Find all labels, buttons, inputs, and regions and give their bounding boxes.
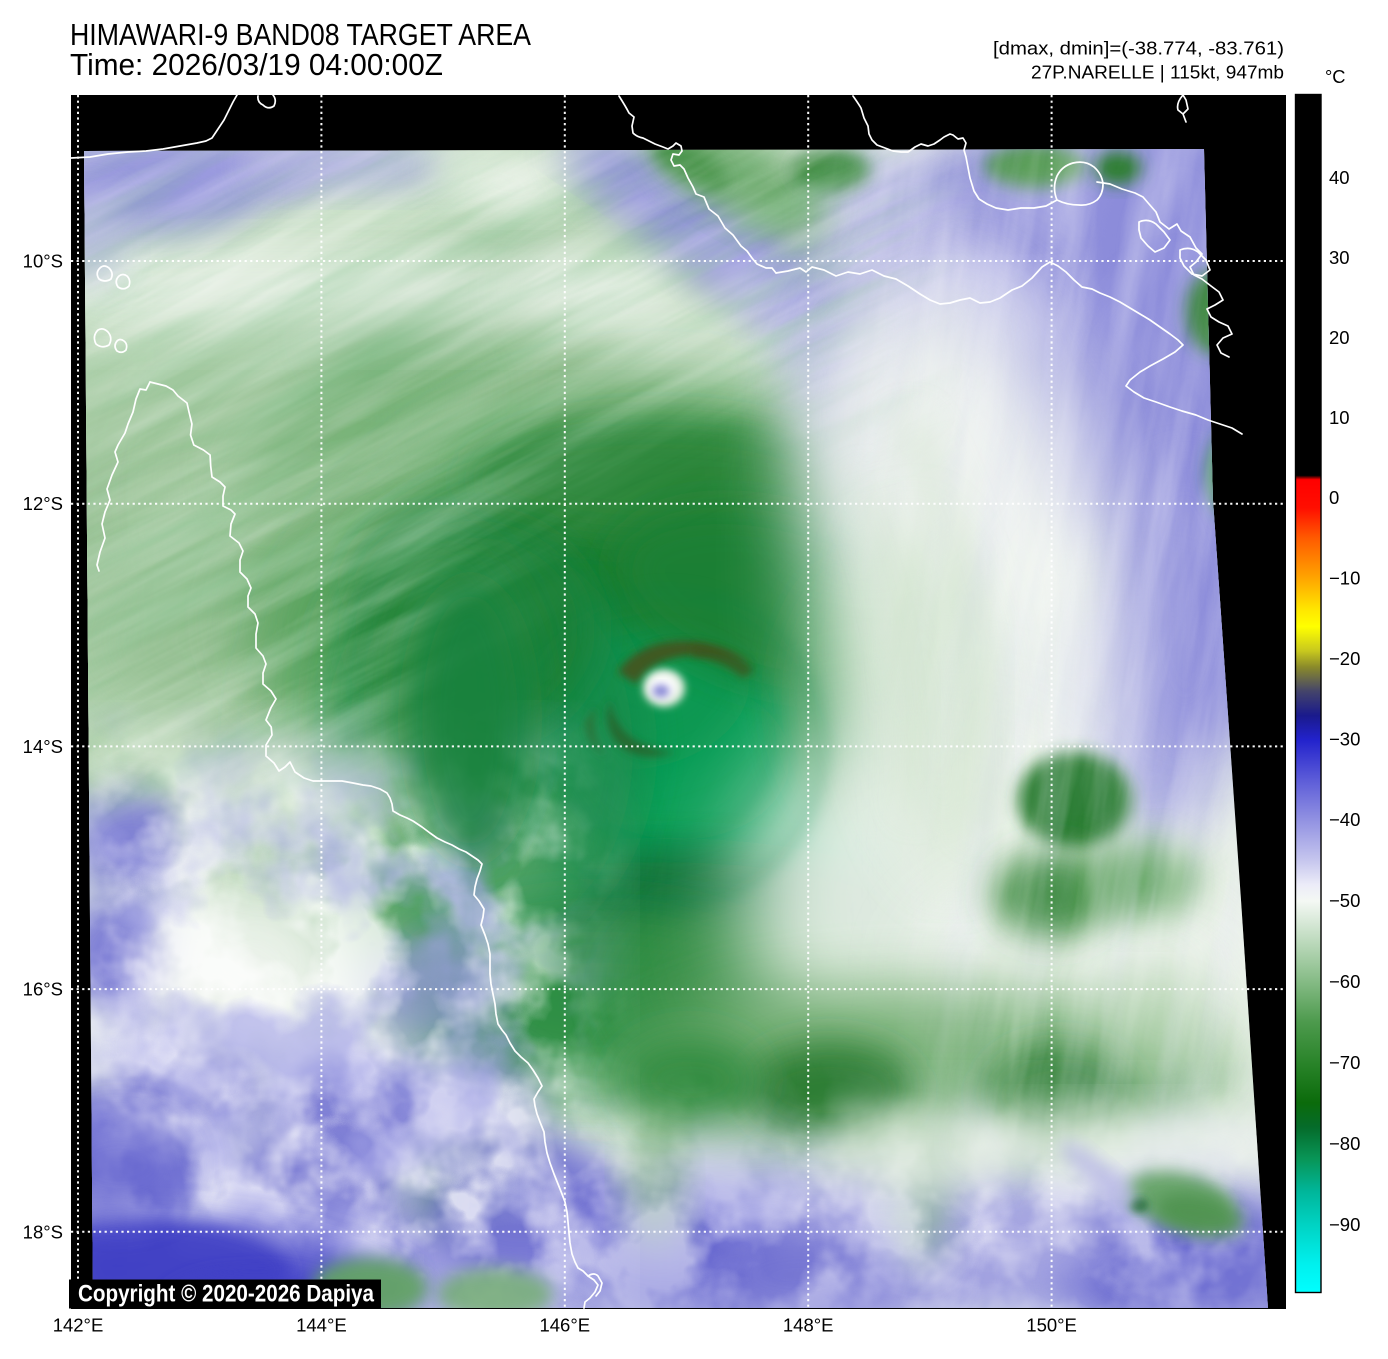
svg-text:146°E: 146°E (539, 1315, 590, 1336)
svg-text:Time: 2026/03/19 04:00:00Z: Time: 2026/03/19 04:00:00Z (70, 48, 443, 82)
svg-text:18°S: 18°S (23, 1221, 63, 1242)
svg-text:10: 10 (1329, 407, 1350, 428)
svg-text:144°E: 144°E (296, 1315, 347, 1336)
svg-text:14°S: 14°S (23, 736, 63, 757)
svg-text:30: 30 (1329, 247, 1350, 268)
svg-text:−80: −80 (1329, 1133, 1360, 1154)
svg-text:20: 20 (1329, 327, 1350, 348)
svg-text:148°E: 148°E (783, 1315, 834, 1336)
svg-text:40: 40 (1329, 167, 1350, 188)
svg-text:142°E: 142°E (53, 1315, 104, 1336)
svg-text:−70: −70 (1329, 1052, 1360, 1073)
svg-text:−10: −10 (1329, 568, 1360, 589)
svg-text:−20: −20 (1329, 648, 1360, 669)
svg-text:−90: −90 (1329, 1214, 1360, 1235)
svg-text:27P.NARELLE | 115kt, 947mb: 27P.NARELLE | 115kt, 947mb (1031, 62, 1284, 83)
svg-text:−40: −40 (1329, 809, 1360, 830)
svg-text:Copyright © 2020-2026 Dapiya: Copyright © 2020-2026 Dapiya (78, 1281, 374, 1308)
svg-text:°C: °C (1325, 66, 1346, 87)
svg-text:10°S: 10°S (23, 251, 63, 272)
svg-text:16°S: 16°S (23, 979, 63, 1000)
svg-text:[dmax, dmin]=(-38.774, -83.761: [dmax, dmin]=(-38.774, -83.761) (993, 38, 1284, 59)
svg-text:−50: −50 (1329, 890, 1360, 911)
svg-text:−60: −60 (1329, 971, 1360, 992)
svg-text:150°E: 150°E (1026, 1315, 1077, 1336)
svg-text:−30: −30 (1329, 729, 1360, 750)
svg-text:0: 0 (1329, 487, 1339, 508)
svg-text:12°S: 12°S (23, 493, 63, 514)
svg-text:HIMAWARI-9 BAND08 TARGET AREA: HIMAWARI-9 BAND08 TARGET AREA (70, 18, 532, 52)
